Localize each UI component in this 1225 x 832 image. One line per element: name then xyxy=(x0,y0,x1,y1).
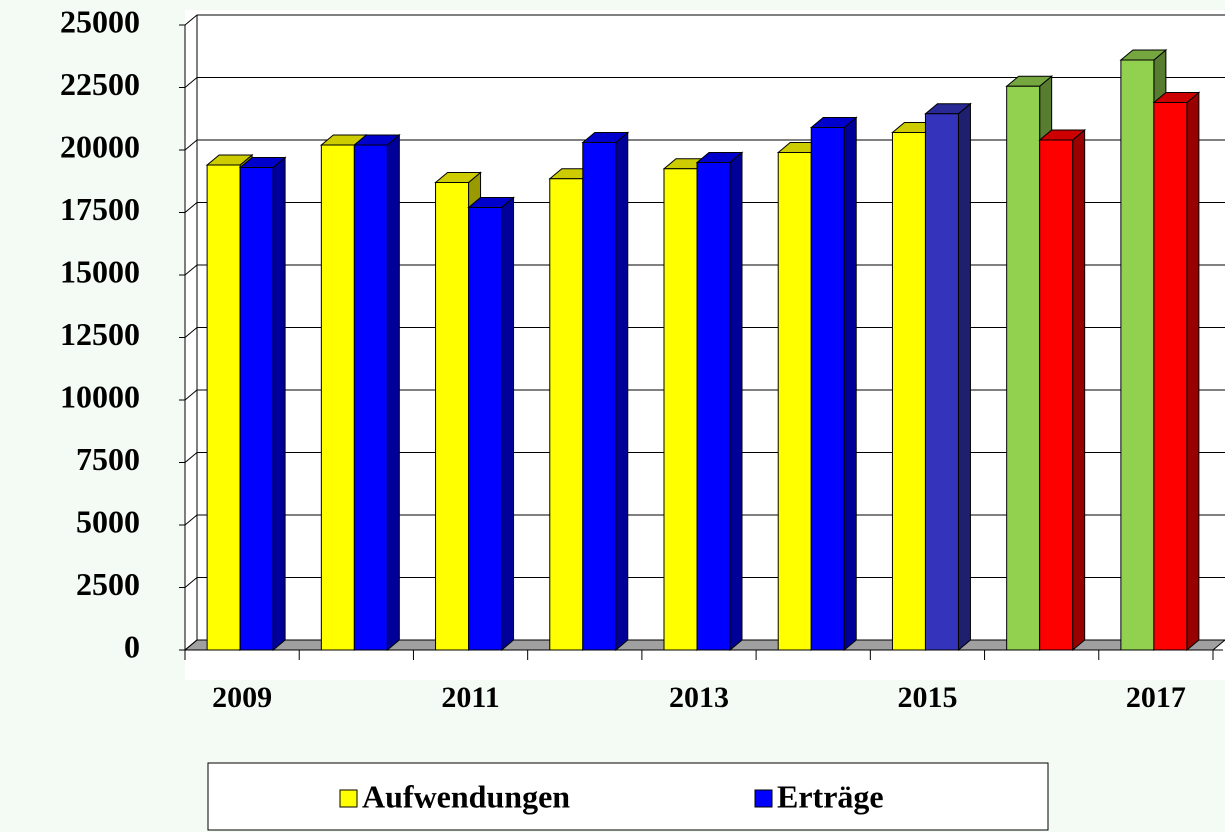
y-tick-label: 20000 xyxy=(60,128,140,164)
bar xyxy=(549,178,584,651)
grid-line xyxy=(184,77,198,88)
bar-side xyxy=(1072,128,1086,652)
grid-line xyxy=(184,577,198,588)
y-tick-label: 15000 xyxy=(60,253,140,289)
legend-label: Erträge xyxy=(777,778,884,814)
bar-side xyxy=(272,156,286,652)
grid-line xyxy=(184,452,198,463)
bar xyxy=(924,113,959,651)
bar-side xyxy=(843,116,857,652)
x-tick-label: 2013 xyxy=(669,681,729,714)
bar xyxy=(696,162,731,651)
bar xyxy=(582,142,617,651)
legend-label: Aufwendungen xyxy=(362,778,570,814)
bar-side xyxy=(1186,91,1200,652)
y-tick-label: 25000 xyxy=(60,3,140,39)
grid-line xyxy=(184,389,198,401)
x-tick-label: 2017 xyxy=(1126,681,1186,714)
legend-swatch xyxy=(754,789,773,808)
bar-side xyxy=(615,131,629,652)
grid-line xyxy=(184,514,198,526)
bar xyxy=(663,168,698,651)
bar xyxy=(435,182,470,651)
grid-line xyxy=(184,327,198,338)
grid-line xyxy=(184,14,198,26)
grid-line xyxy=(184,139,198,151)
bar xyxy=(353,144,388,651)
bar xyxy=(891,132,926,651)
grid-line xyxy=(184,202,198,213)
bar-side xyxy=(501,196,515,652)
y-tick-label: 2500 xyxy=(76,566,140,602)
bar-side xyxy=(729,151,743,652)
bar-side xyxy=(386,133,400,652)
bar xyxy=(1039,139,1074,651)
y-tick-label: 5000 xyxy=(76,503,140,539)
y-tick-label: 7500 xyxy=(76,441,140,477)
legend-swatch xyxy=(339,789,358,808)
bar xyxy=(320,144,355,651)
bar xyxy=(1006,85,1041,651)
bar xyxy=(777,152,812,651)
bar xyxy=(239,167,274,651)
y-tick-label: 0 xyxy=(124,628,140,664)
y-tick-label: 17500 xyxy=(60,191,140,227)
bar xyxy=(206,164,241,651)
bar xyxy=(1120,59,1155,651)
bar-side xyxy=(957,102,971,652)
bar xyxy=(810,127,845,651)
x-tick-label: 2015 xyxy=(897,681,957,714)
grid-line xyxy=(184,639,198,651)
bar xyxy=(468,207,503,651)
grid-line xyxy=(184,264,198,276)
x-tick-label: 2009 xyxy=(212,681,272,714)
bar xyxy=(1153,102,1188,651)
y-tick-label: 12500 xyxy=(60,316,140,352)
y-tick-label: 10000 xyxy=(60,378,140,414)
y-tick-label: 22500 xyxy=(60,66,140,102)
legend xyxy=(207,762,1049,831)
x-tick-label: 2011 xyxy=(441,681,499,714)
